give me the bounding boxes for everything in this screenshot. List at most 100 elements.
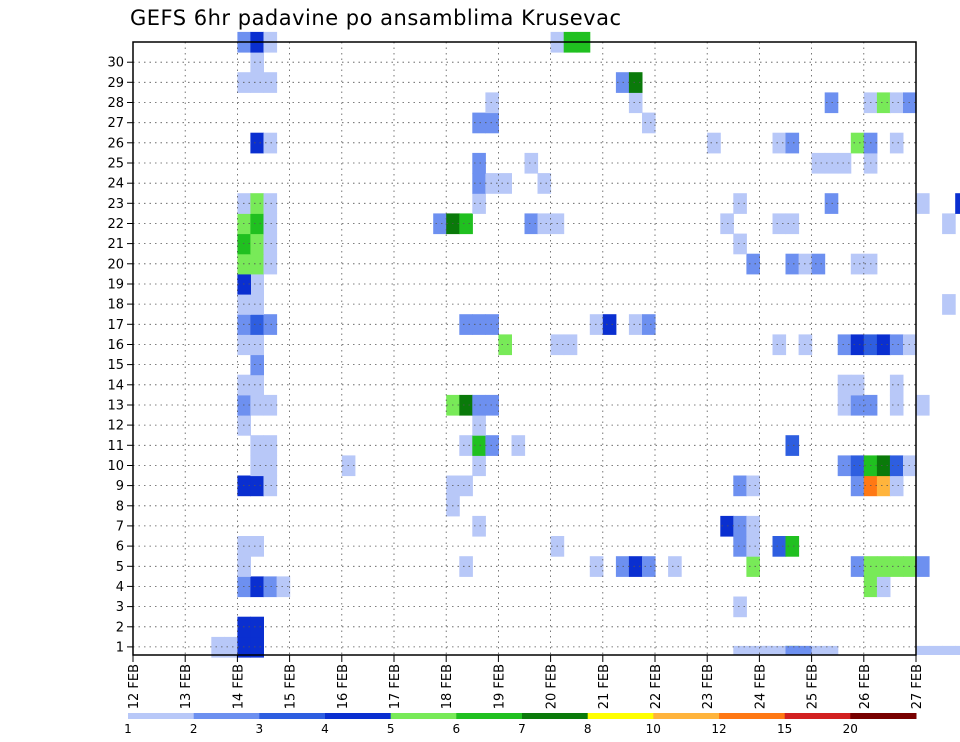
heatmap-cell <box>537 173 552 194</box>
heatmap-cell <box>589 556 604 577</box>
heatmap-cell <box>798 645 813 655</box>
heatmap-cell <box>472 173 486 194</box>
heatmap-cell <box>250 314 264 335</box>
heatmap-cell <box>459 213 473 235</box>
heatmap-cell <box>250 374 264 396</box>
heatmap-cell <box>746 475 760 497</box>
x-axis: 12 FEB 13 FEB 14 FEB 15 FEB 16 FEB 17 FEB 18 F… <box>127 655 925 709</box>
heatmap-cell <box>811 152 826 174</box>
heatmap-cell <box>459 435 473 456</box>
colorbar-segment <box>128 713 195 719</box>
heatmap-cell <box>785 645 800 655</box>
heatmap-cell <box>628 92 643 114</box>
x-tick-label: 19 FEB <box>492 664 507 709</box>
colorbar-label: 3 <box>255 722 263 736</box>
heatmap-cell <box>772 334 787 356</box>
heatmap-cell <box>889 132 904 154</box>
y-tick-label: 6 <box>116 540 124 555</box>
y-tick-label: 3 <box>116 600 124 615</box>
heatmap-cell <box>837 374 852 396</box>
heatmap-cell <box>263 193 278 214</box>
heatmap-cell <box>837 394 852 416</box>
heatmap-cell <box>472 415 486 436</box>
y-tick-label: 14 <box>107 378 124 393</box>
y-tick-label: 4 <box>116 580 124 595</box>
colorbar-label: 5 <box>387 722 395 736</box>
colorbar-label: 6 <box>452 722 460 736</box>
heatmap-cell <box>916 193 930 214</box>
heatmap-cell <box>524 213 539 235</box>
heatmap-cell <box>889 455 904 477</box>
y-tick-label: 8 <box>116 499 124 514</box>
heatmap-cell <box>250 636 264 658</box>
heatmap-cell <box>628 72 643 93</box>
heatmap-cell <box>746 556 760 577</box>
x-tick-label: 13 FEB <box>179 664 194 709</box>
heatmap-cell <box>916 556 930 577</box>
heatmap-cell <box>746 645 760 655</box>
heatmap-cell <box>916 645 930 655</box>
heatmap-cell <box>211 636 225 658</box>
y-tick-label: 10 <box>107 459 124 474</box>
x-tick-label: 27 FEB <box>910 664 925 709</box>
heatmap-cell <box>850 455 865 477</box>
heatmap-cell <box>472 515 486 537</box>
y-tick-label: 2 <box>116 620 124 635</box>
heatmap-cell <box>889 475 904 497</box>
y-tick-label: 25 <box>107 157 124 172</box>
heatmap-cell <box>263 233 278 255</box>
heatmap-cell <box>250 455 264 477</box>
heatmap-cell <box>942 294 956 315</box>
colorbar-segment <box>850 713 917 719</box>
heatmap-cell <box>524 152 539 174</box>
y-tick-label: 9 <box>116 479 124 494</box>
x-tick-label: 15 FEB <box>284 664 299 709</box>
x-tick-label: 22 FEB <box>649 664 664 709</box>
heatmap-cell <box>889 92 904 114</box>
colorbar-segment <box>456 713 523 719</box>
heatmap-cell <box>263 435 278 456</box>
heatmap-cell <box>876 556 891 577</box>
colorbar-label: 7 <box>518 722 526 736</box>
heatmap-cell <box>733 536 747 557</box>
colorbar-segment <box>587 713 654 719</box>
heatmap-cell <box>263 72 278 93</box>
heatmap-cell <box>837 455 852 477</box>
heatmap-cells <box>211 31 960 658</box>
heatmap-cell <box>811 645 826 655</box>
x-tick-label: 17 FEB <box>388 664 403 709</box>
x-tick-label: 20 FEB <box>545 664 560 709</box>
x-tick-label: 21 FEB <box>597 664 612 709</box>
heatmap-cell <box>746 536 760 557</box>
heatmap-cell <box>876 576 891 598</box>
heatmap-cell <box>263 576 278 598</box>
heatmap-cell <box>263 213 278 235</box>
heatmap-cell <box>850 132 865 154</box>
heatmap-cell <box>733 515 747 537</box>
heatmap-cell <box>746 515 760 537</box>
heatmap-cell <box>850 253 865 275</box>
y-tick-label: 23 <box>107 197 124 212</box>
heatmap-cell <box>850 334 865 356</box>
y-tick-label: 11 <box>107 439 124 454</box>
heatmap-cell <box>250 616 264 638</box>
heatmap-cell <box>889 334 904 356</box>
heatmap-cell <box>250 536 264 557</box>
heatmap-cell <box>250 576 264 598</box>
heatmap-cell <box>485 112 499 134</box>
heatmap-cell <box>263 455 278 477</box>
heatmap-cell <box>250 273 264 295</box>
y-tick-label: 16 <box>107 338 124 353</box>
heatmap-cell <box>785 213 800 235</box>
heatmap-cell <box>837 334 852 356</box>
heatmap-cell <box>772 213 787 235</box>
heatmap-cell <box>876 475 891 497</box>
heatmap-cell <box>642 314 656 335</box>
y-tick-label: 27 <box>107 116 124 131</box>
heatmap-cell <box>942 213 956 235</box>
heatmap-cell <box>785 435 800 456</box>
heatmap-cell <box>472 193 486 214</box>
heatmap-cell <box>916 394 930 416</box>
heatmap-cell <box>498 334 512 356</box>
colorbar: 1 2 3 4 5 6 7 8 10 12 15 20 <box>124 713 917 736</box>
